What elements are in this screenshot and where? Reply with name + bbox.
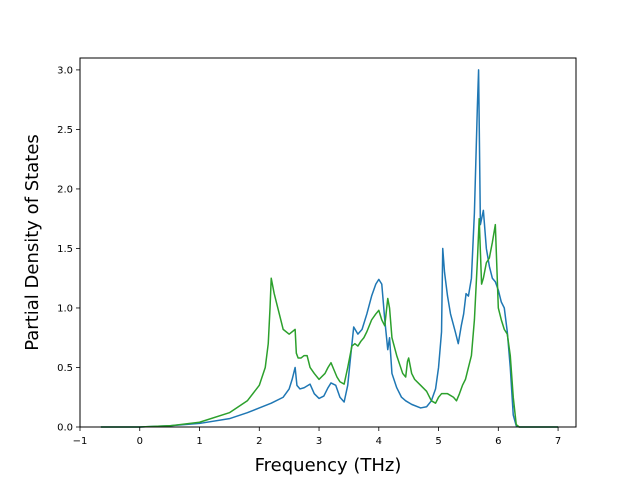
x-axis-label: Frequency (THz): [255, 455, 402, 476]
x-axis-ticks: −1 0 1 2 3 4 5 6 7: [73, 427, 561, 447]
x-tick-label: 1: [196, 436, 202, 447]
x-tick-label: 4: [376, 436, 382, 447]
series-layer: [100, 69, 559, 428]
x-tick-label: 6: [495, 436, 501, 447]
y-axis-label: Partial Density of States: [22, 134, 43, 351]
series-line-2: [100, 217, 559, 428]
x-tick-label: −1: [73, 436, 88, 447]
y-tick-label: 2.5: [57, 125, 73, 136]
y-tick-label: 1.0: [57, 303, 73, 314]
x-tick-label: 0: [137, 436, 143, 447]
y-tick-label: 0.0: [57, 423, 73, 434]
x-tick-label: 3: [316, 436, 322, 447]
series-line-1: [100, 69, 559, 428]
y-tick-label: 3.0: [57, 65, 73, 76]
x-tick-label: 2: [256, 436, 262, 447]
x-tick-label: 5: [435, 436, 441, 447]
plot-frame: [79, 57, 577, 428]
x-tick-label: 7: [555, 436, 561, 447]
y-axis-ticks: 0.0 0.5 1.0 1.5 2.0 2.5 3.0: [57, 65, 80, 434]
y-tick-label: 1.5: [57, 244, 73, 255]
y-tick-label: 0.5: [57, 363, 73, 374]
y-tick-label: 2.0: [57, 184, 73, 195]
